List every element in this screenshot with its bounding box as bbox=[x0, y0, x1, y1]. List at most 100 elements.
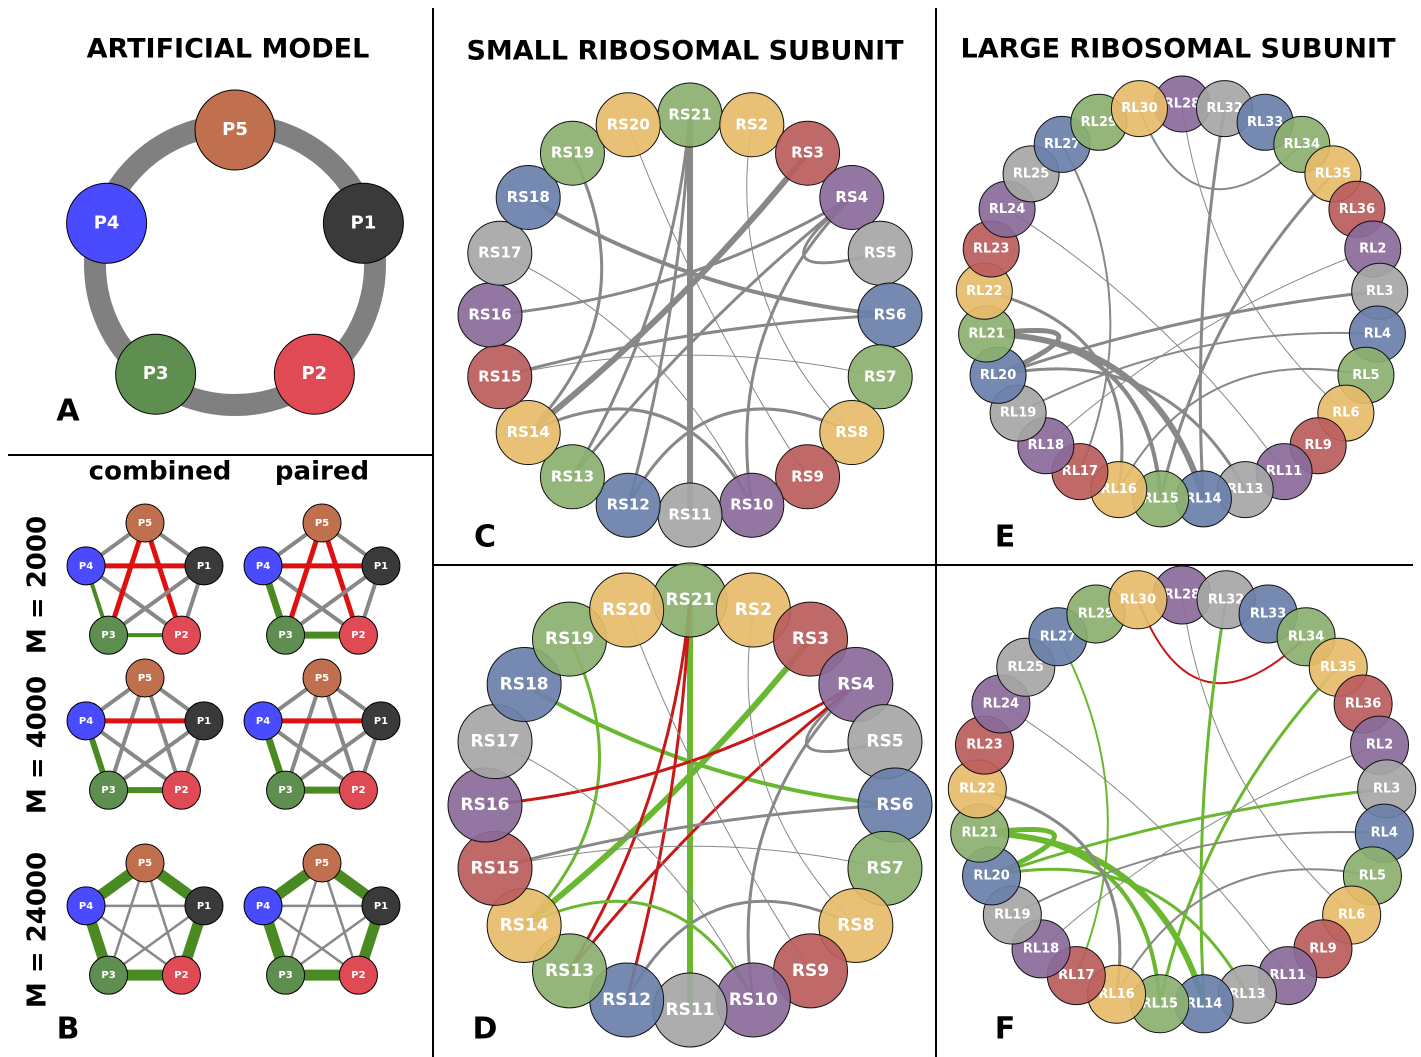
node bbox=[161, 615, 201, 655]
node-label: RL13 bbox=[1227, 482, 1263, 497]
node-label: RL2 bbox=[1359, 242, 1386, 257]
edge bbox=[1000, 703, 1289, 976]
edge bbox=[991, 787, 1387, 878]
node bbox=[719, 92, 785, 158]
edge bbox=[283, 677, 324, 791]
edge bbox=[320, 862, 360, 976]
edge bbox=[986, 327, 1062, 378]
node-label: P4 bbox=[256, 561, 270, 572]
node-label: RL21 bbox=[962, 826, 998, 841]
column-label: combined bbox=[89, 457, 232, 487]
node bbox=[847, 344, 913, 410]
node bbox=[338, 955, 378, 995]
node-label: RL27 bbox=[1044, 137, 1080, 152]
node-label: P5 bbox=[138, 858, 152, 869]
node-label: RS21 bbox=[666, 590, 715, 610]
row-label: M = 24000 bbox=[23, 852, 53, 1008]
edge bbox=[107, 719, 206, 792]
edge bbox=[262, 904, 360, 977]
edge bbox=[522, 637, 813, 928]
node-label: RS17 bbox=[471, 732, 520, 752]
node-label: RS4 bbox=[837, 675, 874, 695]
node bbox=[115, 333, 197, 415]
edge bbox=[284, 904, 382, 977]
edge bbox=[1057, 636, 1109, 977]
node-label: RS7 bbox=[864, 367, 897, 385]
node-label: P3 bbox=[143, 363, 169, 384]
title: ARTIFICIAL MODEL bbox=[87, 34, 370, 65]
node bbox=[89, 615, 129, 655]
node bbox=[302, 658, 342, 698]
node-label: RL33 bbox=[1247, 115, 1283, 130]
node-label: RL25 bbox=[1008, 660, 1044, 675]
node-label: RS6 bbox=[876, 795, 913, 815]
node bbox=[595, 472, 661, 538]
node-label: RL19 bbox=[994, 908, 1030, 923]
edge bbox=[1159, 172, 1334, 500]
node-label: RL14 bbox=[1185, 491, 1221, 506]
node bbox=[361, 701, 401, 741]
node-label: P5 bbox=[138, 518, 152, 529]
node bbox=[66, 886, 106, 926]
node-label: RL18 bbox=[1028, 438, 1064, 453]
edge bbox=[261, 719, 360, 792]
edge bbox=[976, 787, 1122, 995]
edge bbox=[627, 124, 808, 478]
node bbox=[486, 647, 562, 723]
node-label: RS14 bbox=[500, 915, 549, 935]
node bbox=[819, 400, 885, 466]
edge bbox=[626, 609, 811, 972]
node-label: RS20 bbox=[602, 600, 651, 620]
edge bbox=[983, 289, 1124, 490]
node-label: P3 bbox=[278, 970, 292, 981]
edge bbox=[1181, 594, 1353, 916]
node-label: P4 bbox=[79, 901, 93, 912]
node-label: RL15 bbox=[1142, 491, 1178, 506]
node-label: RS16 bbox=[461, 795, 510, 815]
node-label: RS15 bbox=[478, 367, 521, 385]
node bbox=[161, 770, 201, 810]
node bbox=[184, 701, 224, 741]
panel-label: E bbox=[995, 520, 1016, 555]
title: SMALL RIBOSOMAL SUBUNIT bbox=[466, 36, 904, 67]
node bbox=[775, 444, 841, 510]
node bbox=[194, 89, 276, 171]
node-label: RL32 bbox=[1206, 101, 1242, 116]
edge bbox=[1181, 103, 1347, 414]
node bbox=[266, 955, 306, 995]
edge bbox=[746, 124, 853, 433]
row-label: M = 2000 bbox=[23, 516, 53, 654]
node-label: P5 bbox=[138, 673, 152, 684]
node-label: RL30 bbox=[1120, 592, 1156, 607]
edge bbox=[107, 564, 206, 637]
node-label: RL28 bbox=[1164, 588, 1200, 603]
node bbox=[595, 92, 661, 158]
node-label: RS8 bbox=[837, 915, 874, 935]
node-label: RL4 bbox=[1371, 826, 1398, 841]
edge bbox=[1006, 208, 1285, 472]
node bbox=[302, 843, 342, 883]
edge bbox=[625, 599, 692, 1001]
node bbox=[89, 955, 129, 995]
node-label: RS10 bbox=[729, 990, 778, 1010]
node-label: P4 bbox=[94, 212, 120, 233]
node-label: RL33 bbox=[1250, 606, 1286, 621]
node-label: RL24 bbox=[989, 202, 1025, 217]
node bbox=[266, 770, 306, 810]
edge bbox=[106, 522, 148, 636]
node-label: P3 bbox=[278, 630, 292, 641]
edge bbox=[107, 904, 205, 977]
edge bbox=[106, 677, 147, 791]
node-label: RL6 bbox=[1332, 406, 1359, 421]
node-label: P5 bbox=[315, 858, 329, 869]
node bbox=[273, 333, 355, 415]
node-label: RL2 bbox=[1366, 738, 1393, 753]
edge bbox=[1017, 331, 1378, 414]
node bbox=[184, 546, 224, 586]
node-label: RS21 bbox=[668, 106, 711, 124]
edge bbox=[494, 845, 886, 869]
edge bbox=[142, 522, 184, 636]
node bbox=[338, 615, 378, 655]
node-label: RL19 bbox=[1000, 406, 1036, 421]
